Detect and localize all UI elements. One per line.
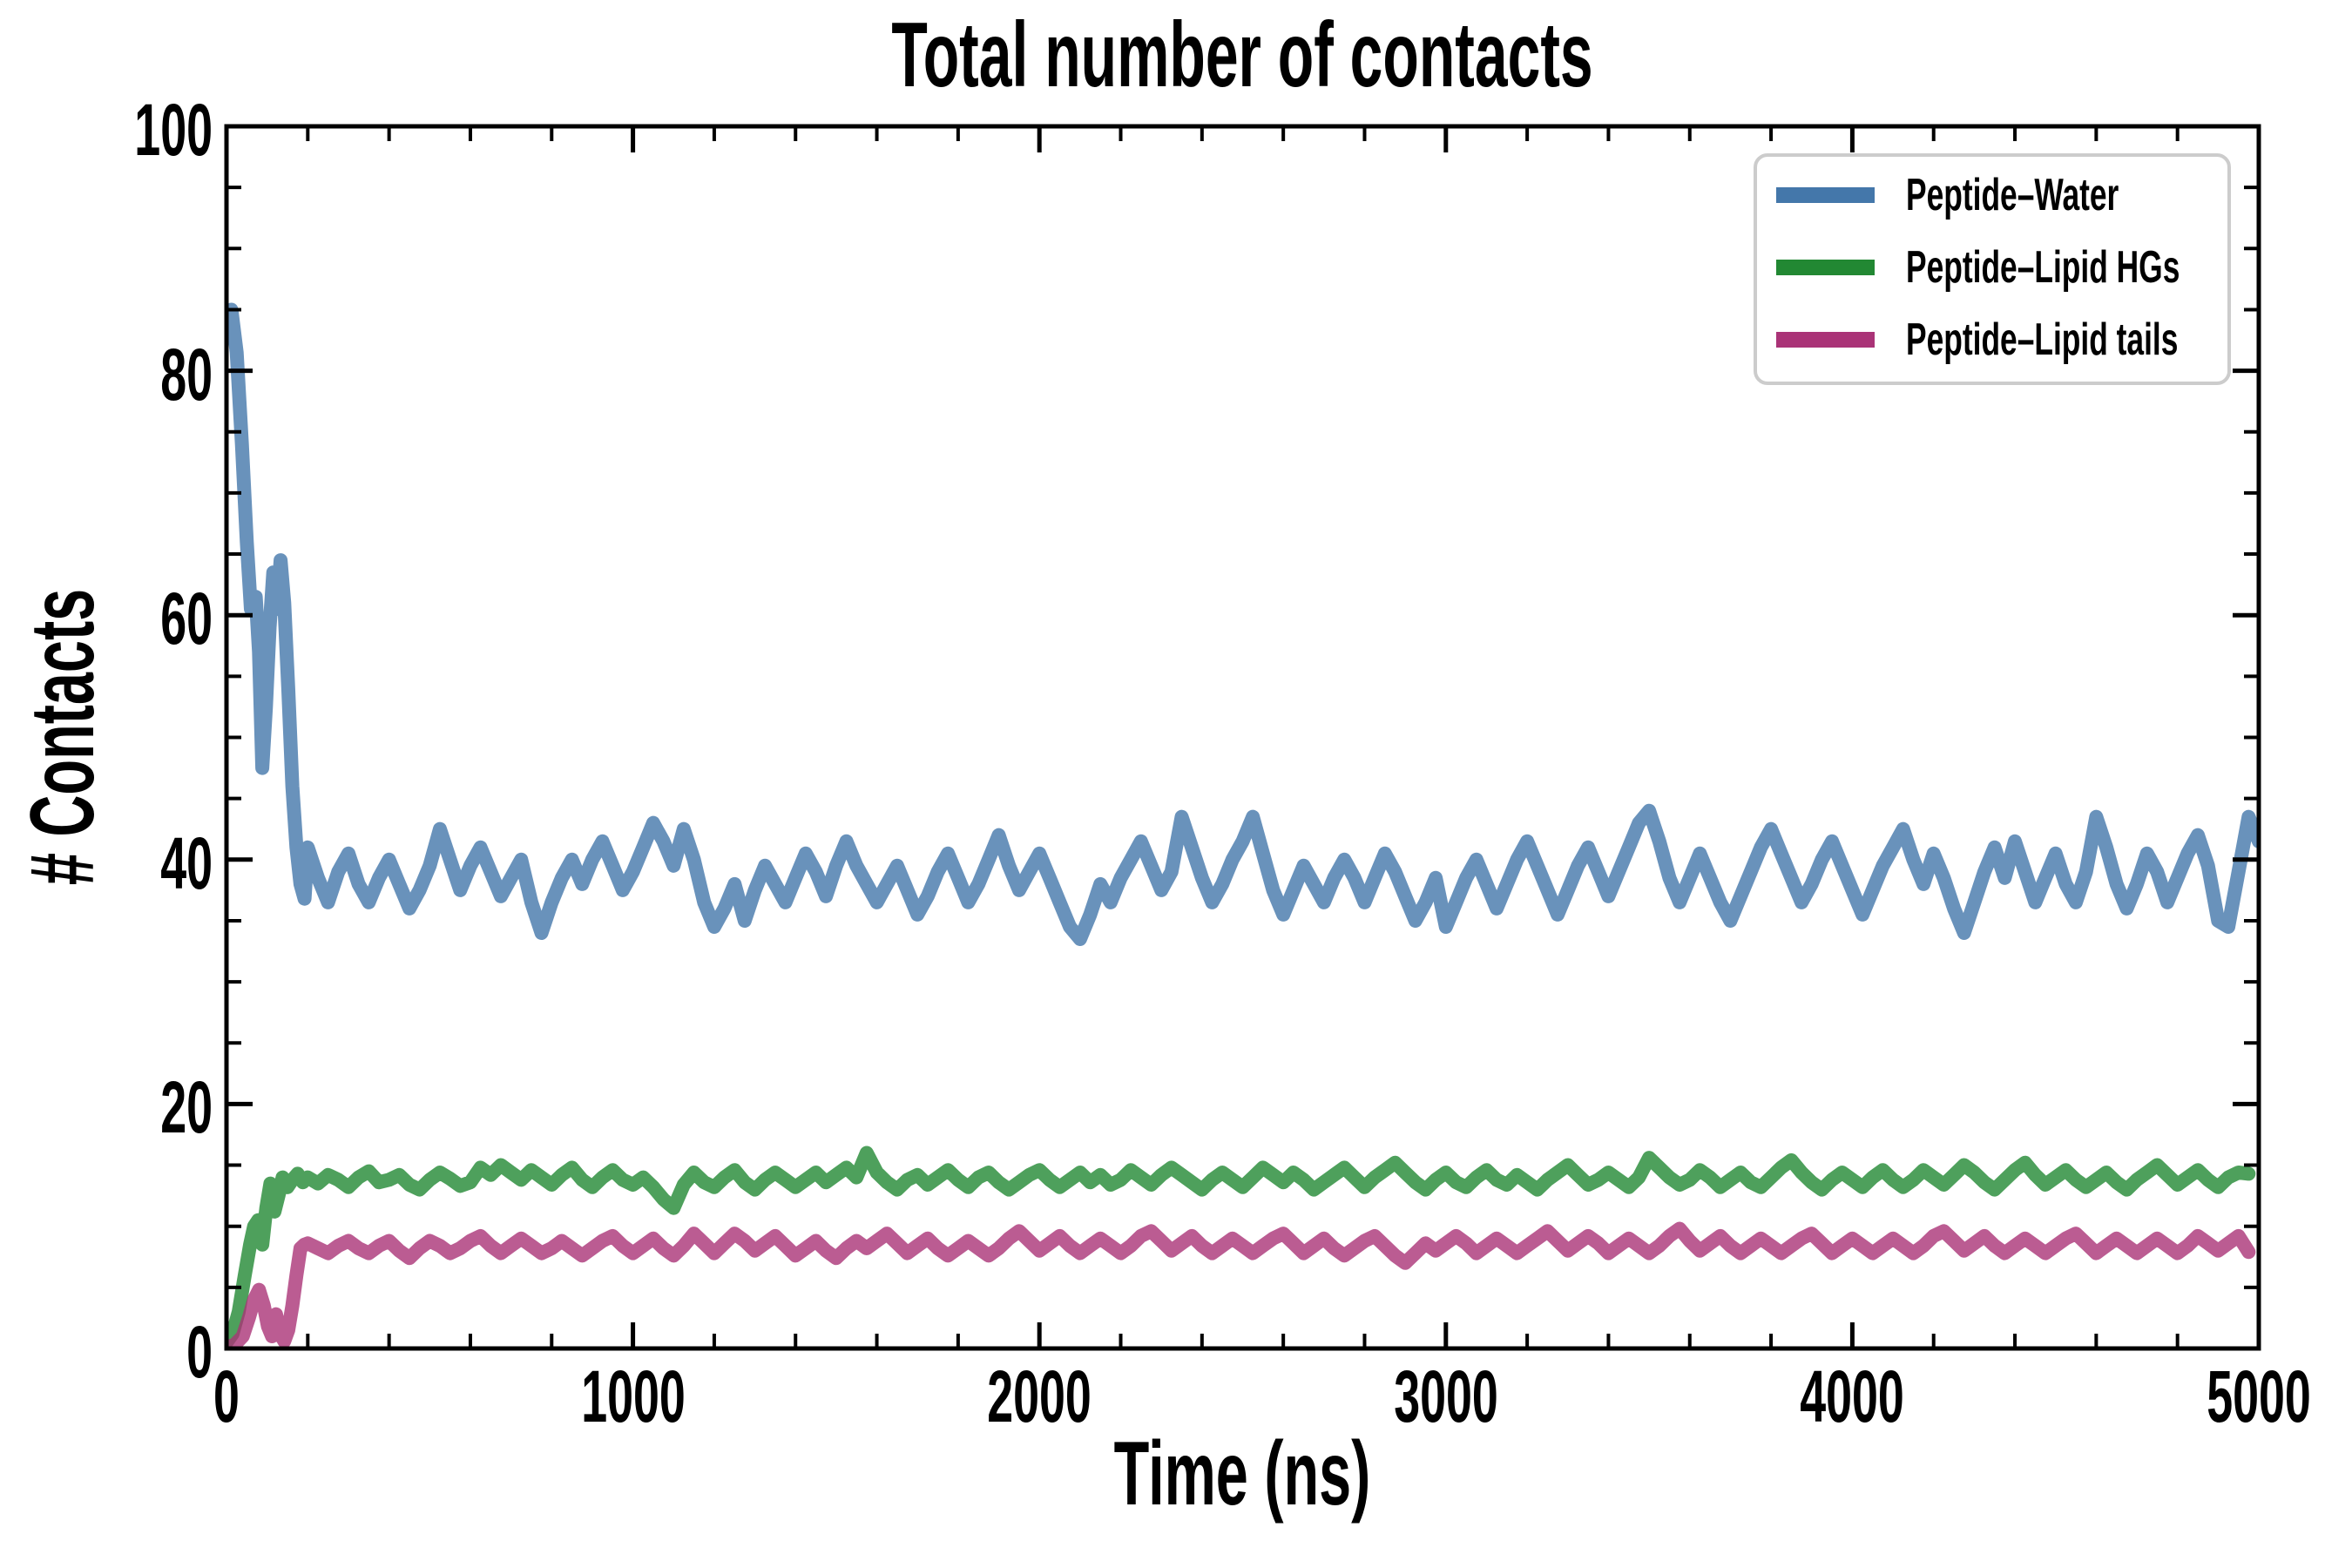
x-tick-label: 4000 <box>1800 1355 1905 1437</box>
x-axis-label: Time (ns) <box>1113 1423 1371 1524</box>
legend-label: Peptide–Lipid tails <box>1906 314 2179 366</box>
x-tick-label: 1000 <box>580 1355 686 1437</box>
x-tick-label: 5000 <box>2207 1355 2311 1437</box>
x-tick-label: 3000 <box>1393 1355 1498 1437</box>
y-tick-label: 60 <box>160 578 213 660</box>
legend-label: Peptide–Water <box>1906 169 2119 220</box>
legend-item-peptide-lipid-hgs: Peptide–Lipid HGs <box>1757 245 2227 290</box>
legend-item-peptide-lipid-tails: Peptide–Lipid tails <box>1757 317 2227 362</box>
y-tick-label: 0 <box>186 1311 213 1393</box>
legend-swatch-peptide-water <box>1776 186 1875 203</box>
x-tick-label: 0 <box>213 1355 240 1437</box>
legend-item-peptide-water: Peptide–Water <box>1757 172 2227 218</box>
y-tick-label: 20 <box>160 1066 213 1149</box>
chart-title: Total number of contacts <box>891 3 1593 106</box>
y-tick-label: 100 <box>134 89 213 171</box>
legend-swatch-peptide-lipid-tails <box>1776 332 1875 348</box>
x-tick-label: 2000 <box>987 1355 1092 1437</box>
y-tick-label: 40 <box>160 821 213 904</box>
legend: Peptide–Water Peptide–Lipid HGs Peptide–… <box>1754 153 2231 385</box>
y-tick-label: 80 <box>160 333 213 416</box>
legend-label: Peptide–Lipid HGs <box>1906 241 2180 293</box>
legend-swatch-peptide-lipid-hgs <box>1776 259 1875 275</box>
